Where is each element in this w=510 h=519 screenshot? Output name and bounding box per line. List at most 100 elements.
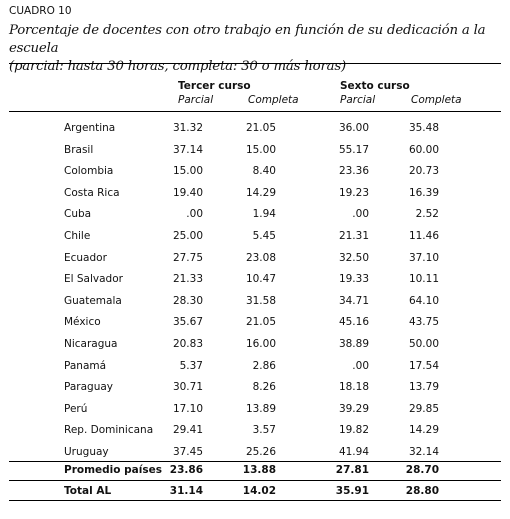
cell-sexto-parcial: 19.82 (338, 424, 369, 437)
row-country: Brasil (64, 143, 94, 156)
cell-tercer-completa: 14.29 (245, 186, 276, 199)
cell-tercer-completa: 31.58 (245, 294, 276, 307)
cell-tercer-completa: 8.26 (252, 381, 276, 394)
cell-sexto-completa: 17.54 (408, 359, 439, 372)
cell-sexto-parcial: .00 (352, 359, 369, 372)
cell-tercer-completa: 21.05 (245, 122, 276, 134)
row-country: Nicaragua (64, 338, 118, 350)
header-tercer-curso: Tercer curso (178, 80, 251, 92)
cell-sexto-completa: 13.79 (408, 381, 439, 394)
cell-tercer-parcial: 20.83 (172, 338, 203, 350)
header-sexto-curso: Sexto curso (340, 80, 410, 92)
cell-sexto-parcial: 32.50 (338, 251, 369, 264)
cell-tercer-completa: 15.00 (245, 143, 276, 156)
header-rule (9, 111, 501, 112)
cell-sexto-parcial: 55.17 (338, 143, 369, 156)
top-rule (9, 63, 501, 65)
cell-sexto-parcial: 21.31 (338, 230, 369, 242)
cell-tercer-parcial: 28.30 (172, 294, 203, 307)
row-country: Guatemala (64, 294, 122, 307)
cell-sexto-completa: 64.10 (408, 294, 439, 307)
table-label: CUADRO 10 (9, 5, 72, 17)
cell-sexto-parcial: 36.00 (338, 122, 369, 134)
bottom-rule (9, 500, 501, 502)
cell-tercer-parcial: 37.14 (172, 143, 203, 156)
cell-tercer-parcial: 25.00 (172, 230, 203, 242)
header-sexto-parcial: Parcial (340, 94, 376, 106)
cell-sexto-parcial: 41.94 (338, 446, 369, 458)
cell-sexto-parcial: 19.23 (338, 186, 369, 199)
row-country: Total AL (64, 485, 112, 497)
cell-sexto-parcial: 39.29 (338, 402, 369, 415)
cell-sexto-completa: 14.29 (408, 424, 439, 437)
cell-tercer-parcial: 19.40 (172, 186, 203, 199)
cell-tercer-completa: 8.40 (252, 165, 276, 178)
row-country: Uruguay (64, 446, 109, 458)
title-line-1: Porcentaje de docentes con otro trabajo … (9, 23, 486, 56)
cell-tercer-completa: 2.86 (252, 359, 276, 372)
row-country: Perú (64, 402, 88, 415)
cell-tercer-completa: 10.47 (245, 273, 276, 286)
cell-sexto-completa: 16.39 (408, 186, 439, 199)
cell-sexto-completa: 50.00 (408, 338, 439, 350)
cell-sexto-parcial: 34.71 (338, 294, 369, 307)
cell-tercer-completa: 25.26 (245, 446, 276, 458)
cell-tercer-completa: 5.45 (252, 230, 276, 242)
cell-sexto-completa: 28.80 (405, 485, 439, 497)
row-country: Promedio países (64, 464, 162, 476)
total-rule (9, 480, 501, 481)
cell-tercer-parcial: 37.45 (172, 446, 203, 458)
cell-tercer-parcial: 31.14 (169, 485, 203, 497)
row-country: Rep. Dominicana (64, 424, 154, 437)
cell-tercer-parcial: 5.37 (179, 359, 203, 372)
cell-sexto-completa: 43.75 (408, 316, 439, 329)
title-line-2: (parcial: hasta 30 horas, completa: 30 o… (9, 59, 346, 74)
cell-sexto-completa: 29.85 (408, 402, 439, 415)
cell-tercer-completa: 13.89 (245, 402, 276, 415)
cell-sexto-completa: 35.48 (408, 122, 439, 134)
cell-sexto-parcial: 23.36 (338, 165, 369, 178)
cell-sexto-parcial: 27.81 (335, 464, 369, 476)
header-tercer-completa: Completa (248, 94, 299, 106)
cell-tercer-parcial: 31.32 (172, 122, 203, 134)
cell-tercer-parcial: 17.10 (172, 402, 203, 415)
cell-tercer-parcial: 23.86 (169, 464, 203, 476)
cell-sexto-completa: 28.70 (405, 464, 439, 476)
cell-sexto-completa: 32.14 (408, 446, 439, 458)
cell-tercer-completa: 13.88 (242, 464, 276, 476)
cell-sexto-parcial: 18.18 (338, 381, 369, 394)
cell-sexto-parcial: 19.33 (338, 273, 369, 286)
cell-tercer-completa: 1.94 (252, 208, 276, 221)
cell-sexto-completa: 11.46 (408, 230, 439, 242)
cell-sexto-completa: 2.52 (415, 208, 439, 221)
header-tercer-parcial: Parcial (178, 94, 214, 106)
cell-sexto-completa: 37.10 (408, 251, 439, 264)
cell-tercer-completa: 23.08 (245, 251, 276, 264)
header-sexto-completa: Completa (411, 94, 462, 106)
row-country: El Salvador (64, 273, 123, 286)
row-country: Chile (64, 230, 91, 242)
table-title: Porcentaje de docentes con otro trabajo … (9, 22, 501, 76)
cell-sexto-parcial: 35.91 (335, 485, 369, 497)
row-country: Colombia (64, 165, 114, 178)
cell-tercer-parcial: 21.33 (172, 273, 203, 286)
cell-tercer-completa: 14.02 (242, 485, 276, 497)
row-country: Paraguay (64, 381, 114, 394)
cell-tercer-completa: 16.00 (245, 338, 276, 350)
cell-sexto-parcial: .00 (352, 208, 369, 221)
row-country: Panamá (64, 359, 107, 372)
row-country: Argentina (64, 122, 116, 134)
cell-sexto-parcial: 45.16 (338, 316, 369, 329)
row-country: Cuba (64, 208, 92, 221)
cell-tercer-completa: 3.57 (252, 424, 276, 437)
cell-tercer-parcial: 35.67 (172, 316, 203, 329)
row-country: México (64, 316, 101, 329)
cell-tercer-parcial: 27.75 (172, 251, 203, 264)
cell-tercer-parcial: 15.00 (172, 165, 203, 178)
cell-sexto-completa: 10.11 (408, 273, 439, 286)
cell-sexto-parcial: 38.89 (338, 338, 369, 350)
cell-tercer-parcial: 30.71 (172, 381, 203, 394)
row-country: Ecuador (64, 251, 107, 264)
cell-tercer-completa: 21.05 (245, 316, 276, 329)
